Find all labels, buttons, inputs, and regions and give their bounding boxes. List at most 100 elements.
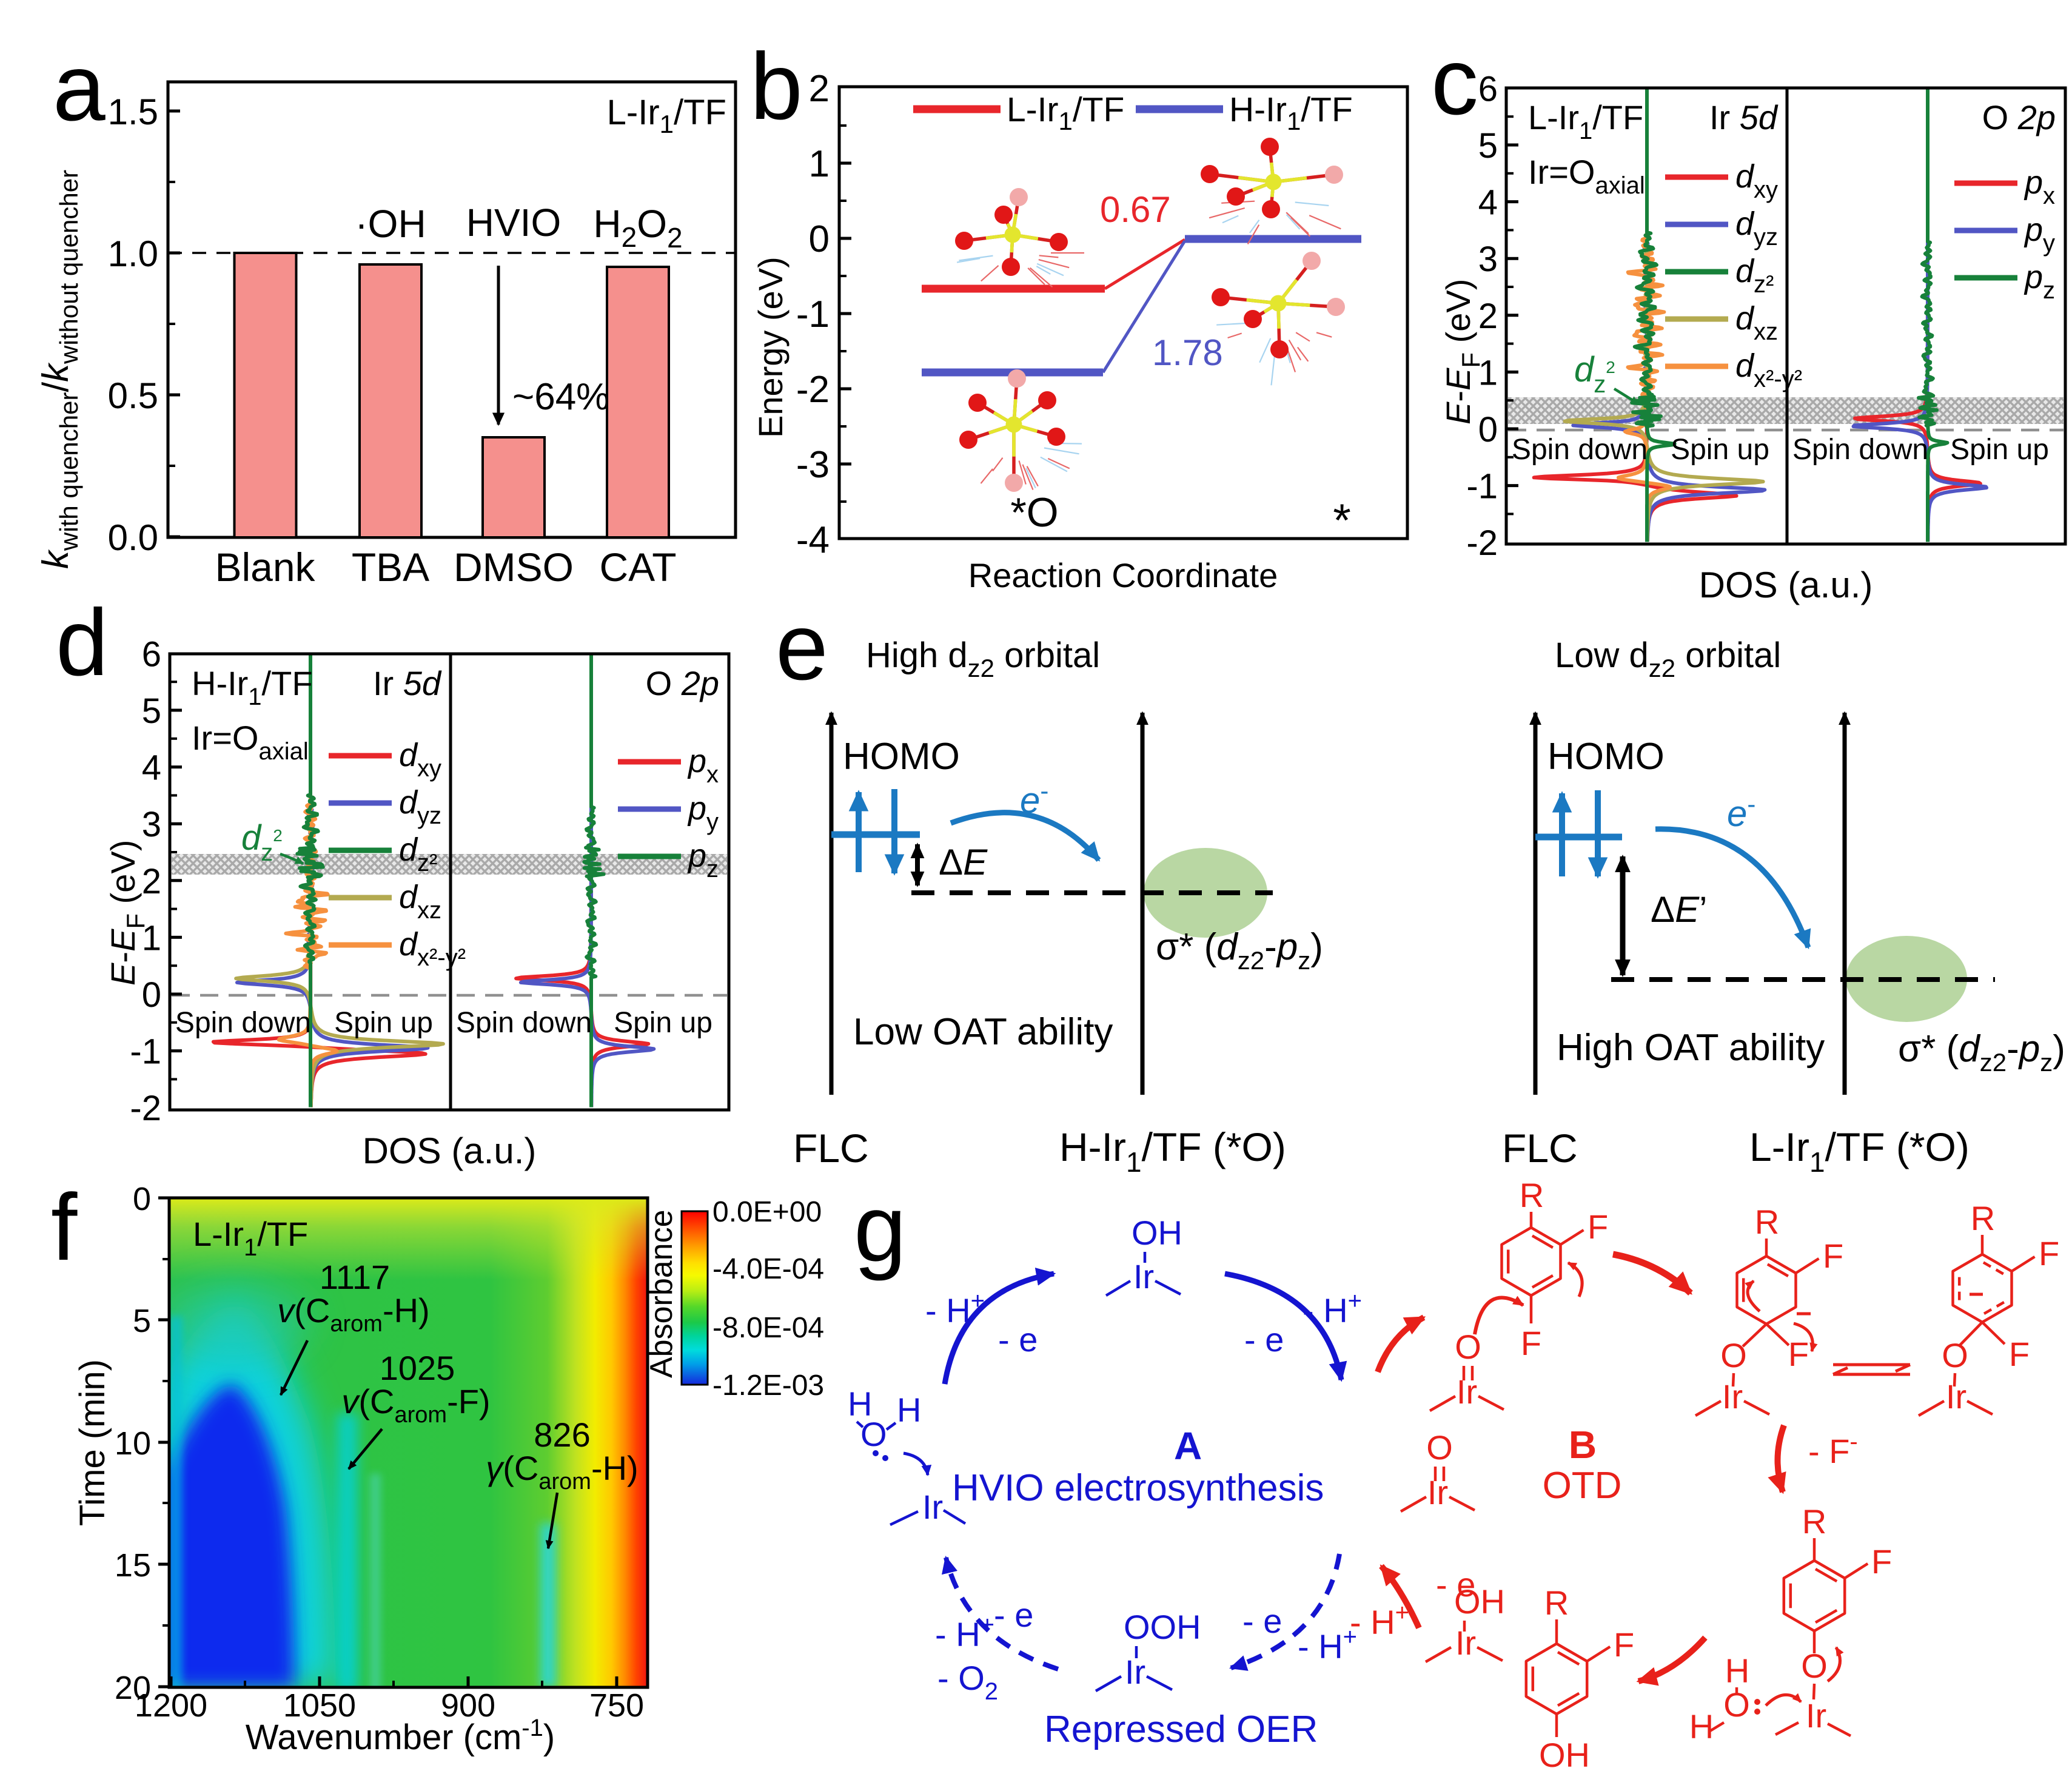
svg-text:F: F [1788,1335,1809,1373]
svg-text:H: H [897,1391,921,1429]
svg-text:A: A [1174,1424,1202,1468]
svg-text:dz2: dz2 [241,818,283,866]
svg-text:OH: OH [1454,1582,1505,1621]
svg-text:-1.2E-03: -1.2E-03 [712,1370,824,1402]
svg-text:0.5: 0.5 [108,375,158,416]
svg-text:O: O [1942,1336,1968,1374]
svg-text:-2: -2 [130,1089,161,1128]
svg-text:F: F [1521,1324,1541,1362]
svg-text:dz²: dz² [1735,253,1774,298]
svg-text:-3: -3 [796,444,830,486]
svg-text:-1: -1 [130,1032,161,1072]
svg-text:20: 20 [115,1670,151,1706]
svg-text:pz: pz [687,838,719,882]
svg-text:O 2p: O 2p [646,664,719,702]
svg-text:O: O [1426,1428,1453,1467]
svg-text:High OAT ability: High OAT ability [1557,1027,1825,1069]
svg-text:kwith quencher/kwithout quench: kwith quencher/kwithout quencher [35,170,83,569]
svg-text:dxz: dxz [399,879,441,924]
svg-text:Ir: Ir [1133,1257,1154,1296]
svg-text:H-Ir1​/TF (*O): H-Ir1​/TF (*O) [1059,1124,1286,1178]
svg-text:ΔE: ΔE [939,842,988,882]
svg-text:-1: -1 [796,294,830,335]
svg-text:OTD: OTD [1543,1465,1622,1507]
svg-text:Spin up: Spin up [1671,434,1769,466]
svg-text:0: 0 [809,218,830,260]
svg-text:HOMO: HOMO [1547,736,1665,778]
svg-text:DOS (a.u.): DOS (a.u.) [363,1131,537,1171]
svg-text:Ir 5d: Ir 5d [373,664,442,702]
svg-text:e: e [776,594,828,700]
svg-text:Absorbance: Absorbance [644,1209,679,1378]
svg-text:H: H [848,1385,872,1423]
svg-text:e-: e- [1727,790,1755,834]
svg-text:F: F [2039,1234,2059,1272]
svg-text:1117: 1117 [320,1258,390,1296]
svg-text:c: c [1431,29,1478,135]
svg-text:0: 0 [1478,410,1498,449]
svg-text:a: a [53,35,106,141]
svg-text:-1: -1 [1466,467,1498,506]
svg-text:H: H [1689,1707,1714,1746]
svg-text:5: 5 [133,1303,151,1339]
svg-text:-2: -2 [796,369,830,411]
svg-text:dxz: dxz [1735,300,1778,345]
svg-text:Reaction Coordinate: Reaction Coordinate [968,556,1278,594]
svg-text:0.0E+00: 0.0E+00 [712,1196,822,1228]
svg-text:R: R [1520,1176,1544,1214]
svg-text:~64%: ~64% [512,376,609,418]
svg-text:TBA: TBA [352,545,429,590]
svg-text:d: d [56,590,109,696]
svg-text:- e: - e [1436,1565,1475,1604]
svg-text:High dz2 orbital: High dz2 orbital [866,636,1100,682]
svg-text:ΔE’: ΔE’ [1651,889,1707,930]
svg-text:H: H [1725,1652,1749,1690]
svg-text:F: F [1823,1237,1843,1275]
svg-text:dz²: dz² [399,832,437,876]
svg-text:Spin down: Spin down [1512,434,1648,466]
svg-text:1: 1 [142,918,161,958]
svg-text:826: 826 [534,1416,590,1454]
svg-text:dz2: dz2 [1574,350,1615,398]
svg-text:R: R [1971,1199,1995,1237]
svg-text:4: 4 [142,748,161,788]
svg-text:5: 5 [142,691,161,731]
svg-text:1.78: 1.78 [1152,332,1223,373]
svg-text:py: py [2023,212,2055,257]
svg-text:-4: -4 [796,519,830,561]
svg-text:15: 15 [115,1547,151,1584]
svg-text:FLC: FLC [1502,1126,1578,1171]
svg-text:HOMO: HOMO [843,736,960,778]
svg-text:Energy (eV): Energy (eV) [751,257,790,438]
svg-text:1: 1 [809,143,830,185]
svg-text:dx²-y²: dx²-y² [399,926,466,971]
svg-text:0.0: 0.0 [108,517,158,558]
svg-text:Ir: Ir [1125,1653,1145,1691]
svg-text:OH: OH [1132,1214,1182,1252]
svg-text:dyz: dyz [399,784,441,829]
svg-text:10: 10 [115,1425,151,1462]
svg-text:g: g [854,1176,907,1282]
svg-text:dxy: dxy [1735,158,1778,203]
svg-text:4: 4 [1478,183,1498,223]
svg-text:e-: e- [1020,776,1048,821]
svg-text:HVIO electrosynthesis: HVIO electrosynthesis [952,1467,1324,1509]
svg-text:DOS (a.u.): DOS (a.u.) [1699,565,1873,605]
svg-text:-4.0E-04: -4.0E-04 [712,1253,824,1285]
svg-text:Ir 5d: Ir 5d [1709,98,1779,136]
svg-text:dyz: dyz [1735,206,1778,250]
svg-text:R: R [1802,1502,1826,1541]
svg-text:DMSO: DMSO [454,545,574,590]
svg-text:O: O [1455,1328,1481,1366]
svg-text:px: px [687,743,719,788]
svg-text:v(Carom-H): v(Carom-H) [277,1291,429,1337]
svg-text:F: F [1588,1208,1608,1246]
svg-text:Repressed OER: Repressed OER [1044,1709,1318,1750]
svg-text:900: 900 [441,1687,495,1724]
svg-text:2: 2 [809,68,830,110]
svg-text:0: 0 [142,975,161,1015]
svg-text:·OH: ·OH [355,202,426,246]
svg-text:1.0: 1.0 [108,234,158,274]
svg-text:f: f [51,1175,78,1280]
svg-text:1: 1 [1478,353,1498,392]
